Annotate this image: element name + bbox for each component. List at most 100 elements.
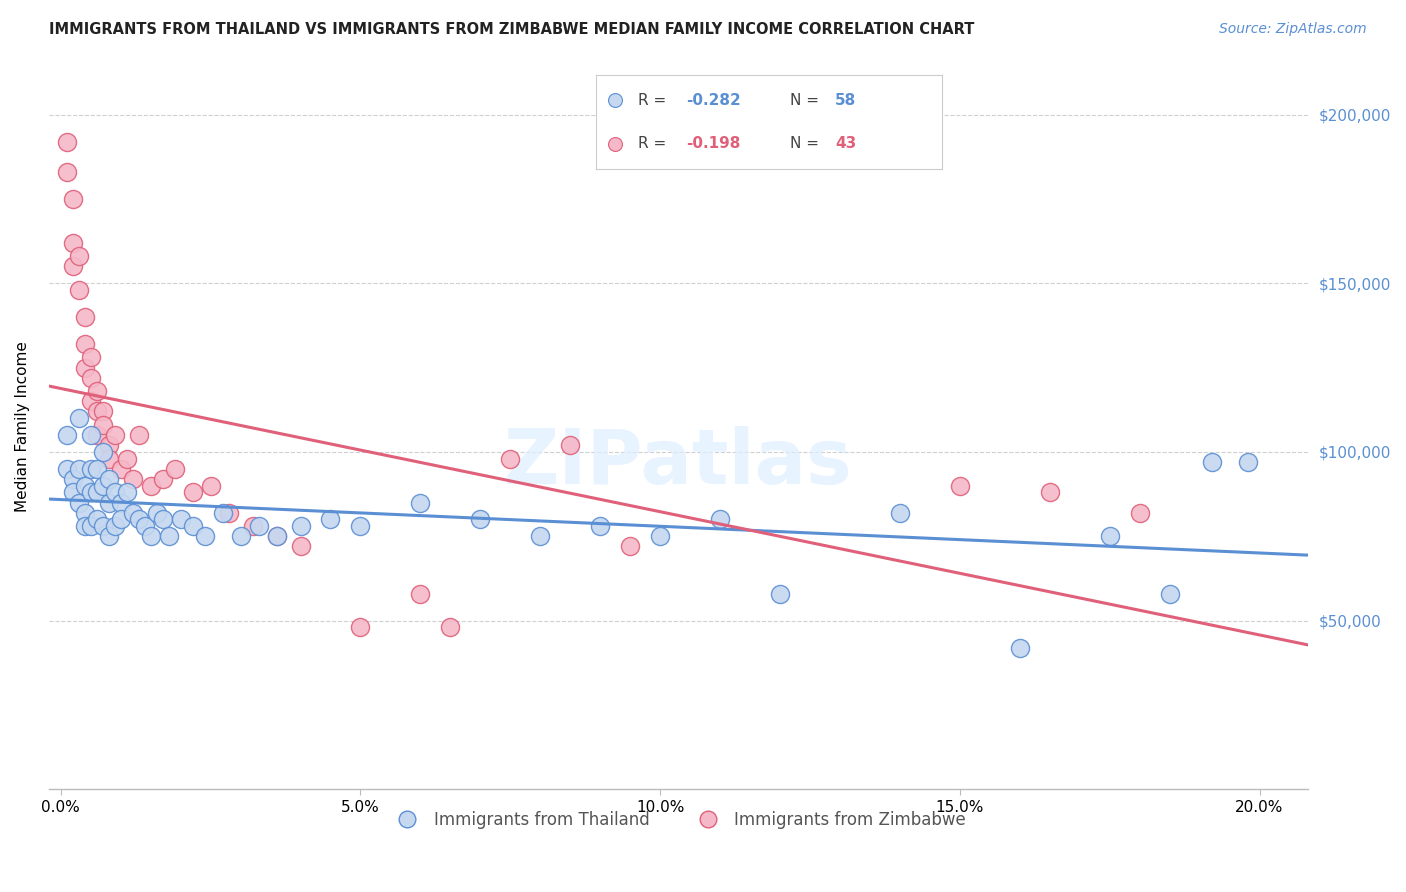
Point bbox=[650, 529, 672, 543]
Legend: Immigrants from Thailand, Immigrants from Zimbabwe: Immigrants from Thailand, Immigrants fro… bbox=[384, 804, 973, 835]
Point bbox=[181, 519, 204, 533]
Point bbox=[1039, 485, 1062, 500]
Point bbox=[290, 540, 312, 554]
Point bbox=[86, 512, 108, 526]
Point bbox=[290, 519, 312, 533]
Point bbox=[67, 495, 90, 509]
Point bbox=[91, 417, 114, 432]
Point bbox=[769, 586, 792, 600]
Point bbox=[218, 506, 240, 520]
Point bbox=[319, 512, 342, 526]
Point bbox=[73, 506, 96, 520]
Point bbox=[86, 485, 108, 500]
Point bbox=[62, 260, 84, 274]
Point bbox=[589, 519, 612, 533]
Point bbox=[86, 428, 108, 442]
Point bbox=[73, 519, 96, 533]
Point bbox=[80, 351, 103, 365]
Point bbox=[163, 462, 186, 476]
Point bbox=[152, 512, 174, 526]
Point bbox=[499, 451, 522, 466]
Point bbox=[266, 529, 288, 543]
Point bbox=[104, 485, 127, 500]
Point bbox=[97, 495, 120, 509]
Point bbox=[80, 370, 103, 384]
Point bbox=[55, 135, 77, 149]
Point bbox=[80, 485, 103, 500]
Y-axis label: Median Family Income: Median Family Income bbox=[15, 342, 30, 512]
Point bbox=[1201, 455, 1223, 469]
Point bbox=[1008, 640, 1031, 655]
Point bbox=[73, 310, 96, 324]
Point bbox=[139, 529, 162, 543]
Point bbox=[152, 472, 174, 486]
Point bbox=[62, 485, 84, 500]
Text: ZIPatlas: ZIPatlas bbox=[503, 425, 852, 500]
Point bbox=[86, 462, 108, 476]
Point bbox=[73, 478, 96, 492]
Point bbox=[110, 495, 132, 509]
Point bbox=[128, 512, 150, 526]
Point bbox=[110, 462, 132, 476]
Point bbox=[1098, 529, 1121, 543]
Point bbox=[709, 512, 731, 526]
Point bbox=[97, 472, 120, 486]
Point bbox=[62, 235, 84, 250]
Text: Source: ZipAtlas.com: Source: ZipAtlas.com bbox=[1219, 22, 1367, 37]
Point bbox=[128, 428, 150, 442]
Point bbox=[211, 506, 233, 520]
Point bbox=[194, 529, 217, 543]
Point bbox=[349, 519, 371, 533]
Point bbox=[115, 485, 138, 500]
Point bbox=[86, 404, 108, 418]
Point bbox=[1236, 455, 1258, 469]
Point bbox=[889, 506, 911, 520]
Point bbox=[80, 428, 103, 442]
Point bbox=[349, 620, 371, 634]
Point bbox=[55, 462, 77, 476]
Point bbox=[145, 506, 167, 520]
Point bbox=[80, 462, 103, 476]
Point bbox=[619, 540, 641, 554]
Point bbox=[80, 394, 103, 409]
Point bbox=[97, 529, 120, 543]
Point bbox=[439, 620, 461, 634]
Point bbox=[91, 519, 114, 533]
Point bbox=[169, 512, 191, 526]
Point bbox=[86, 384, 108, 399]
Point bbox=[73, 337, 96, 351]
Point bbox=[97, 451, 120, 466]
Point bbox=[62, 472, 84, 486]
Point bbox=[229, 529, 252, 543]
Point bbox=[139, 478, 162, 492]
Point bbox=[67, 411, 90, 425]
Text: IMMIGRANTS FROM THAILAND VS IMMIGRANTS FROM ZIMBABWE MEDIAN FAMILY INCOME CORREL: IMMIGRANTS FROM THAILAND VS IMMIGRANTS F… bbox=[49, 22, 974, 37]
Point bbox=[80, 519, 103, 533]
Point bbox=[55, 428, 77, 442]
Point bbox=[242, 519, 264, 533]
Point bbox=[1129, 506, 1152, 520]
Point bbox=[67, 462, 90, 476]
Point bbox=[134, 519, 156, 533]
Point bbox=[409, 495, 432, 509]
Point bbox=[1159, 586, 1181, 600]
Point bbox=[470, 512, 492, 526]
Point bbox=[73, 360, 96, 375]
Point bbox=[104, 519, 127, 533]
Point bbox=[91, 404, 114, 418]
Point bbox=[115, 451, 138, 466]
Point bbox=[97, 438, 120, 452]
Point bbox=[157, 529, 180, 543]
Point bbox=[91, 445, 114, 459]
Point bbox=[266, 529, 288, 543]
Point bbox=[409, 586, 432, 600]
Point bbox=[529, 529, 551, 543]
Point bbox=[121, 506, 143, 520]
Point bbox=[62, 192, 84, 206]
Point bbox=[949, 478, 972, 492]
Point bbox=[91, 478, 114, 492]
Point bbox=[181, 485, 204, 500]
Point bbox=[104, 428, 127, 442]
Point bbox=[560, 438, 582, 452]
Point bbox=[67, 249, 90, 263]
